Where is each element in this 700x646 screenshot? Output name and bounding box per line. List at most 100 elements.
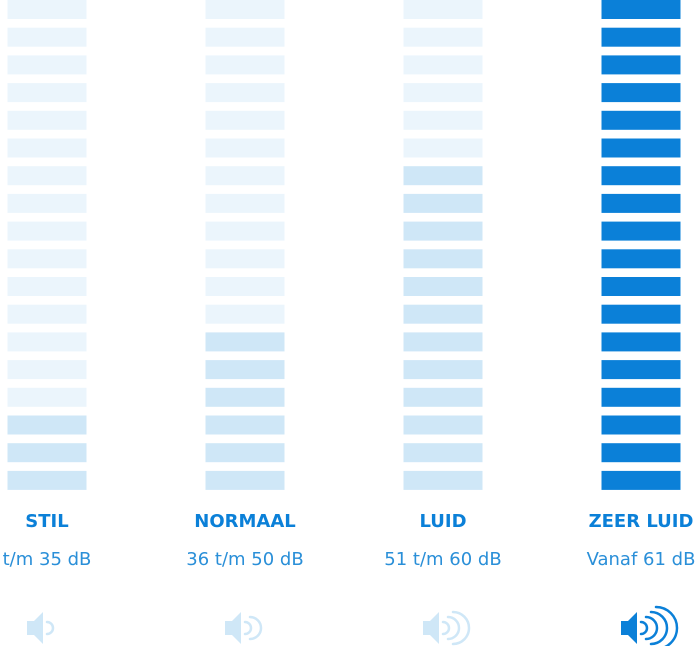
lit-segment [601, 27, 681, 47]
unlit-segment [205, 166, 285, 186]
lit-segment [205, 360, 285, 380]
lit-segment [403, 221, 483, 241]
lit-segment [601, 221, 681, 241]
lit-segment [601, 110, 681, 130]
lit-segment [403, 443, 483, 463]
lit-segment [205, 470, 285, 490]
lit-segment [601, 166, 681, 186]
unlit-segment [7, 83, 87, 103]
sound-wave [446, 615, 461, 641]
lit-segment [403, 304, 483, 324]
unlit-segment [205, 249, 285, 269]
lit-segment [205, 387, 285, 407]
unlit-segment [403, 83, 483, 103]
unlit-segment [7, 249, 87, 269]
unlit-segment [205, 138, 285, 158]
sound-wave [451, 610, 471, 646]
lit-segment [601, 193, 681, 213]
unlit-segment [7, 387, 87, 407]
lit-segment [601, 304, 681, 324]
lit-segment [601, 387, 681, 407]
lit-segment [601, 360, 681, 380]
lit-segment [403, 360, 483, 380]
unlit-segment [7, 304, 87, 324]
level-column [205, 0, 285, 490]
unlit-segment [7, 193, 87, 213]
speaker-icon [27, 612, 55, 644]
lit-segment [7, 415, 87, 435]
lit-segment [403, 470, 483, 490]
lit-segment [601, 443, 681, 463]
level-label: ZEER LUID [589, 511, 694, 532]
unlit-segment [205, 277, 285, 296]
lit-segment [403, 415, 483, 435]
lit-segment [403, 387, 483, 407]
speaker-icon [423, 610, 471, 646]
unlit-segment [403, 138, 483, 158]
unlit-segment [7, 0, 87, 19]
level-column [7, 0, 87, 490]
level-range: Vanaf 61 dB [587, 549, 696, 570]
lit-segment [7, 443, 87, 463]
unlit-segment [7, 221, 87, 241]
unlit-segment [7, 138, 87, 158]
lit-segment [601, 415, 681, 435]
lit-segment [601, 83, 681, 103]
sound-wave [654, 605, 679, 646]
lit-segment [403, 249, 483, 269]
sound-wave [441, 620, 451, 636]
speaker [27, 612, 43, 644]
sound-wave [644, 615, 659, 641]
level-range: 51 t/m 60 dB [384, 549, 501, 570]
lit-segment [601, 0, 681, 19]
lit-segment [601, 55, 681, 75]
speaker-icon [225, 612, 263, 644]
lit-segment [601, 470, 681, 490]
sound-wave [45, 620, 55, 636]
level-column [403, 0, 483, 490]
level-range: t/m 35 dB [3, 549, 92, 570]
unlit-segment [205, 55, 285, 75]
lit-segment [601, 277, 681, 296]
speaker [423, 612, 439, 644]
lit-segment [403, 166, 483, 186]
sound-wave [243, 620, 253, 636]
level-label: NORMAAL [194, 511, 295, 532]
lit-segment [403, 193, 483, 213]
unlit-segment [403, 27, 483, 47]
sound-wave [649, 610, 669, 646]
unlit-segment [403, 0, 483, 19]
lit-segment [205, 443, 285, 463]
speaker-icon [621, 605, 679, 646]
lit-segment [601, 332, 681, 352]
unlit-segment [205, 83, 285, 103]
lit-segment [601, 249, 681, 269]
unlit-segment [205, 193, 285, 213]
level-range: 36 t/m 50 dB [186, 549, 303, 570]
lit-segment [601, 138, 681, 158]
unlit-segment [205, 110, 285, 130]
lit-segment [403, 277, 483, 296]
unlit-segment [205, 0, 285, 19]
level-label: STIL [25, 511, 68, 532]
speaker [225, 612, 241, 644]
lit-segment [7, 470, 87, 490]
sound-wave [639, 620, 649, 636]
lit-segment [205, 415, 285, 435]
unlit-segment [7, 332, 87, 352]
unlit-segment [7, 110, 87, 130]
unlit-segment [403, 55, 483, 75]
sound-wave [248, 615, 263, 641]
unlit-segment [7, 55, 87, 75]
level-column [601, 0, 681, 490]
lit-segment [205, 332, 285, 352]
level-label: LUID [419, 511, 466, 532]
unlit-segment [7, 360, 87, 380]
unlit-segment [7, 27, 87, 47]
unlit-segment [7, 277, 87, 296]
unlit-segment [205, 304, 285, 324]
speaker [621, 612, 637, 644]
unlit-segment [7, 166, 87, 186]
lit-segment [403, 332, 483, 352]
